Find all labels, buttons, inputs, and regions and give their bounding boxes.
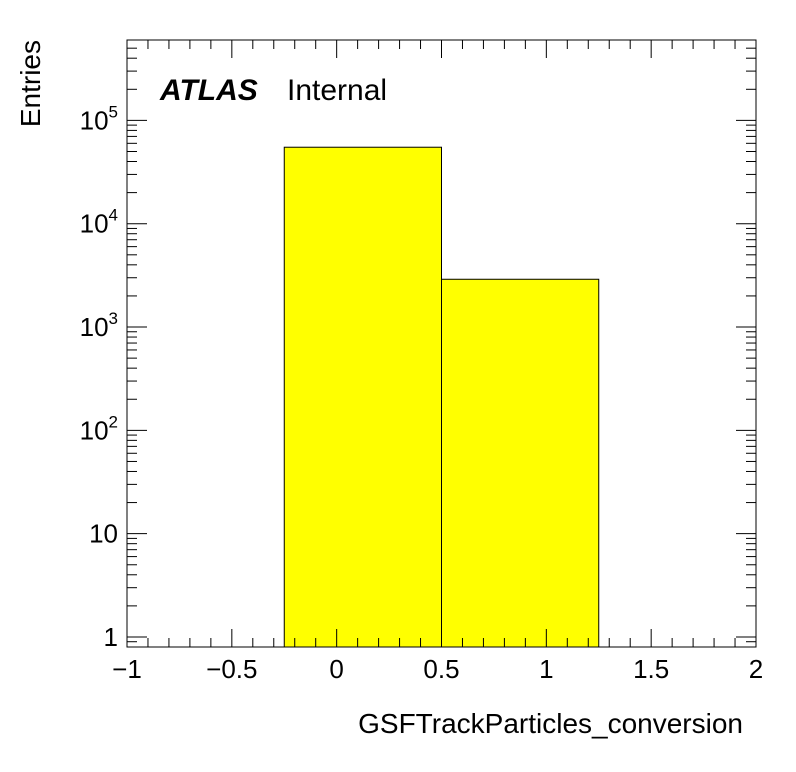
x-tick-label: 1: [539, 654, 553, 684]
histogram-bar-1: [441, 278, 600, 648]
y-axis-label: Entries: [15, 40, 46, 127]
histogram-bar-0: [283, 146, 442, 648]
y-tick-label: 102: [80, 412, 118, 445]
x-tick-label: 0: [329, 654, 343, 684]
x-tick-label: −0.5: [206, 654, 257, 684]
internal-label: Internal: [287, 74, 387, 107]
y-tick-label: 1: [104, 622, 118, 652]
x-tick-label: 0.5: [423, 654, 459, 684]
y-tick-label: 10: [89, 519, 118, 549]
y-tick-label: 105: [80, 102, 118, 135]
x-tick-label: −1: [112, 654, 142, 684]
x-tick-label: 2: [749, 654, 763, 684]
x-tick-label: 1.5: [633, 654, 669, 684]
y-tick-labels: 1 10 102 103 104 105: [80, 102, 118, 652]
axis-ticks: [126, 39, 757, 648]
y-tick-label: 103: [80, 309, 118, 342]
atlas-label: ATLAS: [159, 74, 258, 107]
y-tick-label: 104: [80, 206, 118, 239]
plot-frame: [126, 39, 757, 648]
histogram-bars: [283, 146, 600, 648]
x-tick-labels: −1 −0.5 0 0.5 1 1.5 2: [112, 654, 763, 684]
x-axis-label: GSFTrackParticles_conversion: [358, 708, 743, 739]
